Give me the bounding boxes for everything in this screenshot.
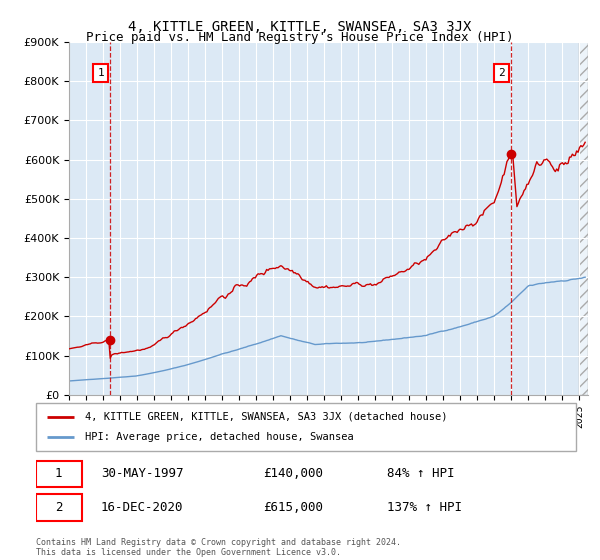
Text: Contains HM Land Registry data © Crown copyright and database right 2024.
This d: Contains HM Land Registry data © Crown c… [36,538,401,557]
Text: 1: 1 [55,468,62,480]
Bar [580,42,588,395]
Text: £615,000: £615,000 [263,501,323,514]
Bar [580,42,588,395]
Text: Price paid vs. HM Land Registry's House Price Index (HPI): Price paid vs. HM Land Registry's House … [86,31,514,44]
Text: 4, KITTLE GREEN, KITTLE, SWANSEA, SA3 3JX: 4, KITTLE GREEN, KITTLE, SWANSEA, SA3 3J… [128,20,472,34]
FancyBboxPatch shape [36,494,82,521]
Text: 16-DEC-2020: 16-DEC-2020 [101,501,184,514]
Text: 84% ↑ HPI: 84% ↑ HPI [387,468,455,480]
Text: £140,000: £140,000 [263,468,323,480]
Text: 2: 2 [498,68,505,78]
Text: 137% ↑ HPI: 137% ↑ HPI [387,501,462,514]
FancyBboxPatch shape [36,460,82,487]
Text: HPI: Average price, detached house, Swansea: HPI: Average price, detached house, Swan… [85,432,353,442]
FancyBboxPatch shape [36,403,576,451]
Text: 2: 2 [55,501,62,514]
Text: 1: 1 [97,68,104,78]
Text: 4, KITTLE GREEN, KITTLE, SWANSEA, SA3 3JX (detached house): 4, KITTLE GREEN, KITTLE, SWANSEA, SA3 3J… [85,412,447,422]
Text: 30-MAY-1997: 30-MAY-1997 [101,468,184,480]
